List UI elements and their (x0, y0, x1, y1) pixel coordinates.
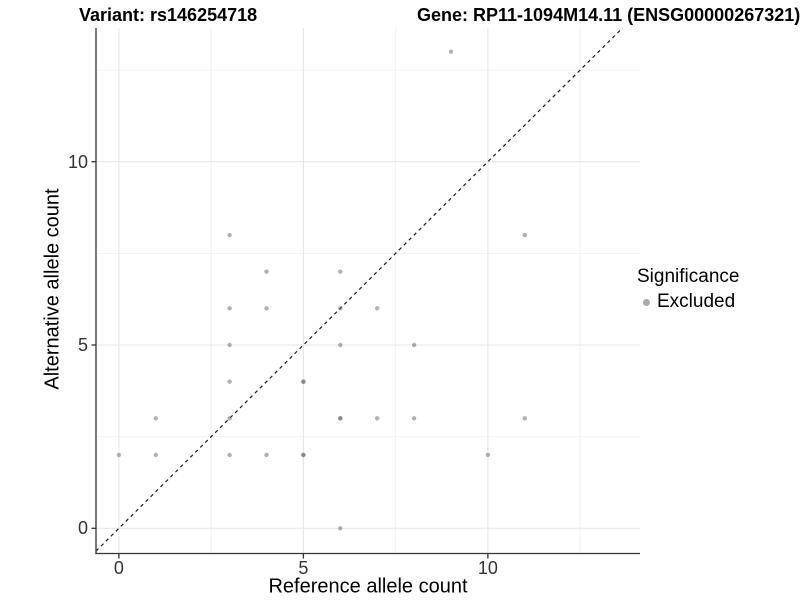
data-point (153, 452, 158, 458)
identity-line (95, 27, 623, 552)
data-point (264, 452, 269, 458)
data-point (116, 452, 122, 458)
data-point (522, 232, 527, 238)
data-point (338, 526, 343, 531)
x-tick-label: 5 (298, 558, 309, 578)
legend-title: Significance (637, 266, 740, 287)
data-point (227, 452, 232, 458)
y-tick-label: 10 (67, 151, 88, 172)
data-point (522, 416, 527, 421)
legend: Significance Excluded (637, 266, 739, 313)
data-point (227, 416, 232, 421)
data-point (338, 342, 343, 348)
data-point (448, 49, 454, 54)
x-tick-label: 0 (113, 558, 124, 578)
data-point (227, 379, 232, 384)
variant-title: Variant: rs146254718 (79, 5, 258, 25)
data-point (301, 452, 306, 458)
legend-items: Excluded (637, 291, 739, 313)
y-tick-label: 0 (77, 518, 88, 539)
data-point (411, 342, 417, 348)
legend-item: Excluded (637, 291, 739, 313)
data-point (227, 342, 232, 348)
data-point (227, 232, 232, 238)
x-tick-label: 10 (477, 558, 498, 578)
data-point (411, 416, 417, 421)
data-point (338, 306, 343, 311)
legend-key-dot-icon (643, 298, 650, 306)
data-point (264, 306, 269, 311)
x-axis-title: Reference allele count (268, 575, 468, 598)
data-point (264, 269, 269, 274)
y-axis-title: Alternative allele count (41, 188, 64, 390)
data-point (301, 379, 306, 384)
legend-item-label: Excluded (657, 291, 736, 312)
data-point (485, 452, 491, 458)
data-point (338, 269, 343, 274)
y-tick-label: 5 (77, 335, 88, 355)
gene-title: Gene: RP11-1094M14.11 (ENSG00000267321) (417, 5, 800, 25)
data-point (375, 306, 380, 311)
data-point (227, 306, 232, 311)
data-point (375, 416, 380, 421)
data-point (153, 416, 158, 421)
data-point (338, 416, 343, 421)
